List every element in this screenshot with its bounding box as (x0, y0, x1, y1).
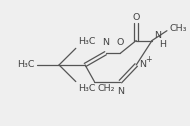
Text: O: O (117, 38, 124, 47)
Text: CH₂: CH₂ (97, 84, 115, 92)
Text: H₃C: H₃C (78, 84, 95, 92)
Text: +: + (146, 55, 152, 64)
Text: N: N (117, 87, 124, 96)
Text: N: N (154, 30, 161, 40)
Text: CH₃: CH₃ (170, 24, 187, 33)
Text: H₃C: H₃C (17, 60, 35, 69)
Text: N: N (139, 60, 146, 69)
Text: H₃C: H₃C (78, 37, 95, 46)
Text: N: N (102, 38, 109, 47)
Text: H: H (159, 40, 166, 49)
Text: O: O (133, 13, 140, 22)
